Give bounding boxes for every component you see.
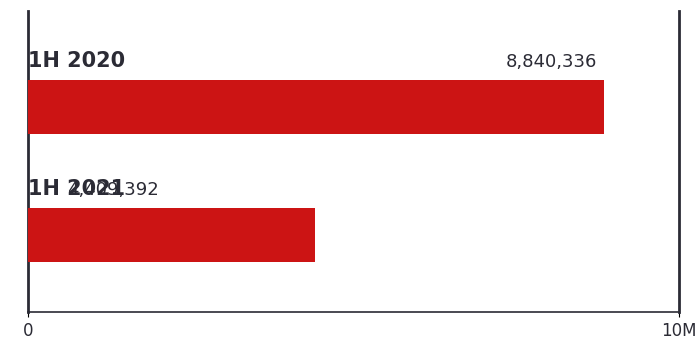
Bar (28, 208, 315, 262)
Text: 4,409,392: 4,409,392 (67, 181, 159, 200)
Text: 1H 2020: 1H 2020 (28, 51, 125, 71)
Text: 8,840,336: 8,840,336 (505, 53, 597, 71)
Text: 1H 2021: 1H 2021 (28, 179, 125, 200)
Bar (28, 80, 603, 134)
